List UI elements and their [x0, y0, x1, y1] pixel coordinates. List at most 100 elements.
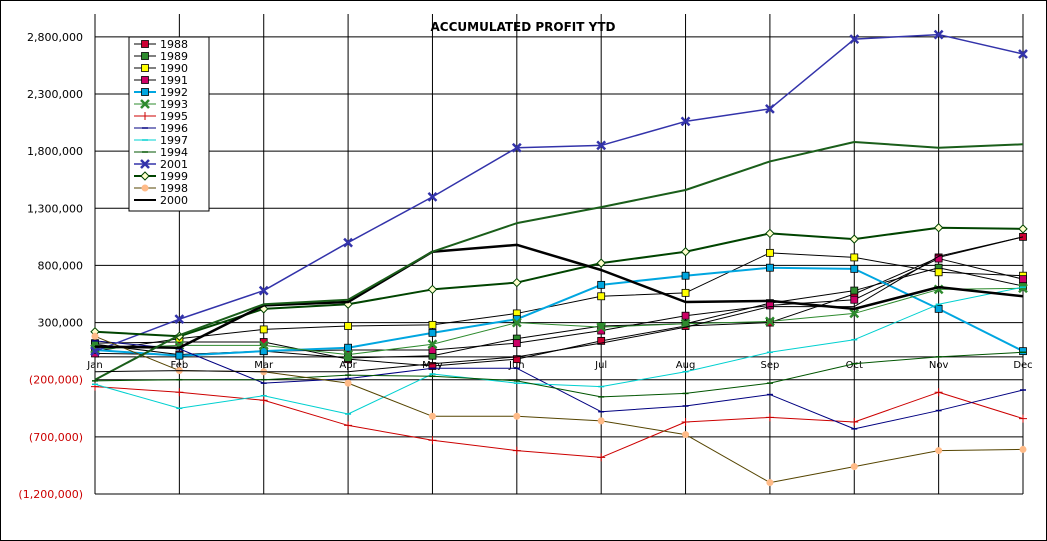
- legend-item: 1989: [134, 50, 188, 63]
- legend-label: 1991: [160, 74, 188, 87]
- data-point: [766, 248, 774, 257]
- x-tick-label: Jun: [508, 360, 525, 371]
- data-point: [596, 140, 607, 151]
- data-point: [343, 237, 353, 248]
- data-point: [766, 263, 774, 272]
- data-point: [849, 34, 860, 45]
- data-point: [513, 412, 521, 420]
- data-point: [597, 417, 605, 425]
- data-point: [140, 171, 150, 181]
- data-point: [766, 301, 774, 310]
- series-line: [94, 386, 1024, 458]
- series-line: [94, 141, 1024, 381]
- data-point: [933, 29, 944, 40]
- y-tick-label: 800,000: [38, 259, 84, 272]
- x-tick-label: Nov: [929, 360, 949, 371]
- series-unlabeled-15: [94, 236, 1024, 373]
- data-point: [140, 99, 150, 109]
- data-point: [681, 311, 690, 320]
- series-line: [94, 351, 1024, 398]
- data-point: [850, 295, 859, 304]
- data-point: [1019, 445, 1027, 453]
- series-1997: [92, 286, 1026, 415]
- data-point: [258, 340, 269, 351]
- data-point: [680, 116, 691, 127]
- x-tick-label: Mar: [254, 360, 274, 371]
- data-point: [849, 308, 860, 319]
- data-point: [934, 388, 943, 397]
- legend-label: 1990: [160, 62, 188, 75]
- legend-item: 1991: [134, 74, 188, 87]
- y-tick-label: 2,300,000: [27, 88, 83, 101]
- x-axis-ticks: JanFebMarAprMayJunJulAugSepOctNovDec: [86, 360, 1032, 371]
- data-point: [427, 339, 438, 350]
- series-line: [94, 236, 1024, 373]
- x-tick-label: Sep: [760, 360, 779, 371]
- data-point: [141, 76, 149, 84]
- data-point: [141, 112, 149, 120]
- x-tick-label: Jul: [594, 360, 607, 371]
- series-line: [94, 243, 1024, 349]
- series-1994: [92, 351, 1026, 398]
- data-point: [935, 447, 943, 455]
- data-point: [175, 351, 184, 360]
- data-point: [91, 332, 99, 340]
- series-2000: [94, 243, 1024, 349]
- data-point: [849, 234, 859, 244]
- y-tick-label: 1,300,000: [27, 202, 83, 215]
- data-point: [512, 446, 521, 455]
- data-point: [344, 421, 353, 430]
- legend-label: 1996: [160, 122, 188, 135]
- legend-label: 1998: [160, 182, 188, 195]
- legend-label: 1995: [160, 110, 188, 123]
- data-point: [934, 268, 943, 277]
- legend-label: 1988: [160, 38, 188, 51]
- data-point: [934, 304, 943, 313]
- data-point: [850, 253, 859, 262]
- data-point: [343, 349, 353, 360]
- series-unlabeled-14: [94, 141, 1024, 381]
- data-point: [850, 264, 859, 273]
- legend-item: 1996: [134, 122, 188, 135]
- data-point: [259, 325, 268, 334]
- legend-item: 1990: [134, 62, 188, 75]
- data-point: [512, 277, 522, 288]
- legend-item: 1995: [134, 110, 188, 123]
- series-1991: [91, 254, 1027, 359]
- data-point: [597, 453, 606, 462]
- chart-title: ACCUMULATED PROFIT YTD: [431, 20, 616, 34]
- data-point: [259, 396, 268, 405]
- data-point: [1019, 414, 1027, 423]
- data-point: [259, 347, 268, 356]
- data-point: [428, 346, 437, 354]
- data-point: [597, 280, 606, 289]
- data-point: [141, 40, 149, 48]
- data-point: [1019, 347, 1027, 356]
- series-line: [94, 252, 1024, 352]
- data-point: [850, 418, 859, 426]
- data-point: [511, 142, 522, 153]
- data-point: [596, 258, 606, 268]
- y-tick-label: 1,800,000: [27, 145, 83, 158]
- data-point: [681, 288, 690, 297]
- series-line: [94, 340, 1024, 430]
- data-point: [512, 355, 521, 364]
- series-1989: [91, 263, 1027, 362]
- series-lines: [90, 29, 1028, 487]
- legend-label: 1989: [160, 50, 188, 63]
- data-point: [141, 52, 149, 60]
- data-point: [511, 317, 522, 328]
- series-1998: [91, 332, 1027, 487]
- data-point: [680, 247, 691, 257]
- legend-label: 1994: [160, 146, 188, 159]
- data-point: [427, 191, 438, 202]
- legend-label: 1997: [160, 134, 188, 147]
- data-point: [597, 336, 606, 345]
- x-tick-label: Aug: [676, 360, 696, 371]
- y-tick-label: 2,800,000: [27, 31, 83, 44]
- legend-item: 2001: [134, 158, 188, 171]
- data-point: [682, 431, 690, 439]
- series-1993: [90, 283, 1028, 360]
- data-point: [1018, 224, 1028, 234]
